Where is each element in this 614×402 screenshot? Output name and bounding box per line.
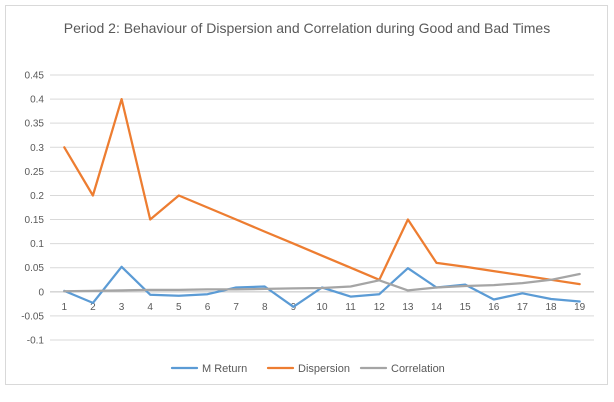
x-tick-label: 10 bbox=[316, 302, 328, 313]
series-line-dispersion bbox=[63, 97, 581, 286]
legend-label-correlation: Correlation bbox=[391, 363, 445, 375]
x-tick-label: 17 bbox=[517, 302, 529, 313]
legend: M Return Dispersion Correlation bbox=[170, 363, 445, 375]
x-tick-label: 11 bbox=[345, 302, 356, 313]
legend-label-dispersion: Dispersion bbox=[298, 363, 350, 375]
x-tick-label: 8 bbox=[262, 302, 268, 313]
y-tick-label: -0.1 bbox=[27, 336, 45, 347]
x-tick-label: 12 bbox=[374, 302, 386, 313]
y-tick-label: 0.35 bbox=[25, 119, 45, 130]
y-tick-label: -0.05 bbox=[21, 311, 44, 322]
x-tick-label: 1 bbox=[62, 302, 68, 313]
x-tick-label: 6 bbox=[205, 302, 211, 313]
x-tick-label: 5 bbox=[176, 302, 182, 313]
x-tick-label: 13 bbox=[402, 302, 414, 313]
y-tick-label: 0.2 bbox=[30, 191, 44, 202]
x-tick-label: 7 bbox=[233, 302, 239, 313]
series-lines bbox=[63, 97, 581, 308]
x-tick-label: 14 bbox=[431, 302, 443, 313]
y-tick-label: 0 bbox=[38, 287, 44, 298]
y-tick-label: 0.25 bbox=[25, 167, 45, 178]
y-tick-label: 0.15 bbox=[25, 215, 45, 226]
y-axis-tick-labels: -0.1 -0.05 0 0.05 0.1 0.15 0.2 0.25 0.3 0.35 0.4 0.… bbox=[21, 71, 44, 347]
x-tick-label: 15 bbox=[460, 302, 472, 313]
y-tick-label: 0.45 bbox=[25, 71, 45, 82]
chart-title: Period 2: Behaviour of Dispersion and Co… bbox=[63, 20, 551, 36]
y-tick-label: 0.4 bbox=[30, 95, 44, 106]
y-tick-label: 0.3 bbox=[30, 143, 44, 154]
x-tick-label: 18 bbox=[545, 302, 557, 313]
series-line-correlation bbox=[63, 272, 581, 293]
x-tick-label: 19 bbox=[574, 302, 586, 313]
y-tick-label: 0.1 bbox=[30, 239, 44, 250]
gridlines bbox=[50, 74, 594, 341]
x-tick-label: 16 bbox=[488, 302, 500, 313]
y-tick-label: 0.05 bbox=[25, 263, 45, 274]
x-tick-label: 3 bbox=[119, 302, 125, 313]
x-axis-tick-labels: 1 2 3 4 5 6 7 8 9 10 11 12 13 14 15 16 17 18 19 bbox=[62, 302, 586, 313]
x-tick-label: 2 bbox=[90, 302, 96, 313]
legend-label-m-return: M Return bbox=[202, 363, 247, 375]
x-tick-label: 4 bbox=[147, 302, 153, 313]
